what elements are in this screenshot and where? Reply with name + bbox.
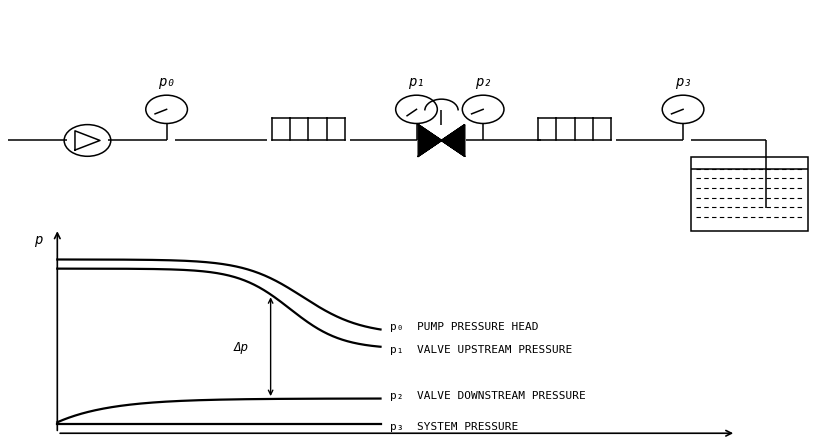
Text: Q: Q xyxy=(742,437,751,438)
Text: Δp: Δp xyxy=(234,340,249,353)
Text: p₁  VALVE UPSTREAM PRESSURE: p₁ VALVE UPSTREAM PRESSURE xyxy=(390,344,572,354)
Text: p₂  VALVE DOWNSTREAM PRESSURE: p₂ VALVE DOWNSTREAM PRESSURE xyxy=(390,390,586,400)
Text: p₀: p₀ xyxy=(158,75,175,89)
Text: p₃: p₃ xyxy=(675,75,691,89)
Text: p₂: p₂ xyxy=(475,75,491,89)
Polygon shape xyxy=(418,125,441,157)
Polygon shape xyxy=(441,125,465,157)
Text: p₁: p₁ xyxy=(408,75,425,89)
Text: p₀  PUMP PRESSURE HEAD: p₀ PUMP PRESSURE HEAD xyxy=(390,321,539,331)
Bar xyxy=(691,158,808,231)
Text: p: p xyxy=(33,233,42,247)
Text: p₃  SYSTEM PRESSURE: p₃ SYSTEM PRESSURE xyxy=(390,421,518,431)
